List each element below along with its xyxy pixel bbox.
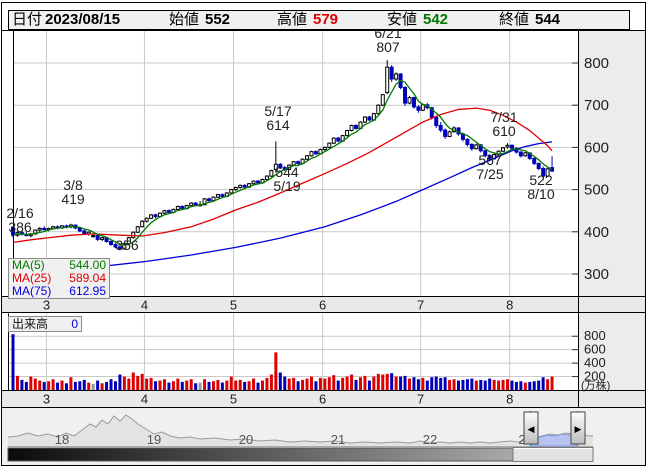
svg-text:8: 8 <box>506 392 513 407</box>
low-value: 542 <box>423 11 449 28</box>
open-value: 552 <box>205 11 231 28</box>
low-label: 安値 <box>387 11 418 28</box>
svg-text:21: 21 <box>331 432 345 447</box>
navigator-scrollbar-track[interactable] <box>7 447 594 462</box>
date-value: 2023/08/15 <box>45 11 121 28</box>
svg-text:2: 2 <box>518 432 525 447</box>
ma25-line <box>12 107 553 243</box>
navigator-left-handle[interactable]: ◀ <box>523 411 539 445</box>
svg-text:18: 18 <box>55 432 69 447</box>
navigator-year-labels: 18 19 20 21 22 2 <box>55 432 526 447</box>
volume-legend: 出来高 0 <box>8 316 82 332</box>
svg-text:22: 22 <box>423 432 437 447</box>
ma75-row: MA(75) 612.95 <box>9 285 109 298</box>
volume-bars <box>11 334 554 390</box>
svg-text:6: 6 <box>319 392 326 407</box>
svg-text:◀: ◀ <box>528 424 535 434</box>
svg-text:400: 400 <box>584 224 609 241</box>
quote-header: 日付 2023/08/15 始値 552 高値 579 安値 542 終値 54… <box>8 10 630 30</box>
ma25-label: MA(25) <box>12 271 52 285</box>
navigator-scrollbar-thumb[interactable] <box>512 447 594 462</box>
navigator-right-handle[interactable]: ▶ <box>570 411 586 445</box>
close-label: 終値 <box>499 11 530 28</box>
svg-text:8: 8 <box>506 298 513 313</box>
candlesticks <box>11 60 555 251</box>
volume-value: 0 <box>71 317 78 331</box>
svg-text:7: 7 <box>417 298 424 313</box>
month-axis-labels: 3 3 4 4 5 5 6 6 7 7 8 8 <box>43 298 514 407</box>
svg-text:800: 800 <box>584 328 606 343</box>
svg-text:3: 3 <box>43 298 50 313</box>
svg-text:600: 600 <box>584 139 609 156</box>
svg-text:▶: ▶ <box>575 424 582 434</box>
ma5-row: MA(5) 544.00 <box>9 259 109 272</box>
svg-text:400: 400 <box>584 355 606 370</box>
ma75-label: MA(75) <box>12 284 52 298</box>
svg-text:19: 19 <box>147 432 161 447</box>
volume-label: 出来高 <box>12 317 49 331</box>
svg-text:600: 600 <box>584 342 606 357</box>
ma25-value: 589.04 <box>69 271 106 285</box>
svg-text:800: 800 <box>584 55 609 72</box>
open-label: 始値 <box>169 11 200 28</box>
high-value: 579 <box>313 11 339 28</box>
svg-text:5: 5 <box>230 298 237 313</box>
svg-text:700: 700 <box>584 97 609 114</box>
price-axis-labels: 800 700 600 500 400 300 <box>572 55 609 283</box>
svg-text:20: 20 <box>239 432 253 447</box>
svg-text:3: 3 <box>43 392 50 407</box>
navigator: ◀ ▶ <box>7 411 594 462</box>
svg-text:4: 4 <box>141 298 148 313</box>
ma-legend: MA(5) 544.00 MA(25) 589.04 MA(75) 612.95 <box>8 258 110 299</box>
svg-text:7: 7 <box>417 392 424 407</box>
date-label: 日付 <box>12 11 43 28</box>
svg-text:200: 200 <box>584 369 606 384</box>
close-value: 544 <box>535 11 561 28</box>
ma5-value: 544.00 <box>69 258 106 272</box>
high-label: 高値 <box>277 11 308 28</box>
ma25-row: MA(25) 589.04 <box>9 272 109 285</box>
ma75-line <box>12 141 553 275</box>
gridlines <box>8 30 578 391</box>
plot-borders <box>1 2 646 466</box>
ma75-value: 612.95 <box>69 284 106 298</box>
svg-text:4: 4 <box>141 392 148 407</box>
svg-text:(万株): (万株) <box>581 378 610 392</box>
svg-text:500: 500 <box>584 182 609 199</box>
svg-text:300: 300 <box>584 266 609 283</box>
svg-text:6: 6 <box>319 298 326 313</box>
svg-text:5: 5 <box>230 392 237 407</box>
ma5-line <box>12 79 553 246</box>
ma5-label: MA(5) <box>12 258 45 272</box>
svg-text:356: 356 <box>115 237 139 253</box>
